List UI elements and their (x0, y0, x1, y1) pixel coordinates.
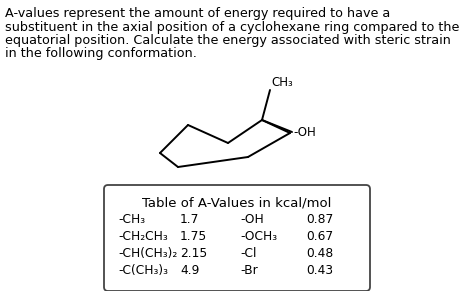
Text: 0.67: 0.67 (306, 230, 333, 243)
Text: A-values represent the amount of energy required to have a: A-values represent the amount of energy … (5, 7, 390, 20)
Text: -OH: -OH (293, 125, 316, 139)
Text: -CH₃: -CH₃ (118, 213, 145, 226)
Text: substituent in the axial position of a cyclohexane ring compared to the: substituent in the axial position of a c… (5, 20, 459, 33)
Text: equatorial position. Calculate the energy associated with steric strain: equatorial position. Calculate the energ… (5, 34, 451, 47)
Text: 0.87: 0.87 (306, 213, 333, 226)
Text: -OH: -OH (240, 213, 264, 226)
Text: 1.75: 1.75 (180, 230, 207, 243)
Text: 0.48: 0.48 (306, 247, 333, 260)
FancyBboxPatch shape (104, 185, 370, 291)
Text: in the following conformation.: in the following conformation. (5, 47, 197, 61)
Text: -Br: -Br (240, 264, 258, 277)
Text: -C(CH₃)₃: -C(CH₃)₃ (118, 264, 168, 277)
Text: 4.9: 4.9 (180, 264, 200, 277)
Text: 0.43: 0.43 (306, 264, 333, 277)
Text: -CH₂CH₃: -CH₂CH₃ (118, 230, 168, 243)
Text: -CH(CH₃)₂: -CH(CH₃)₂ (118, 247, 177, 260)
Text: -OCH₃: -OCH₃ (240, 230, 277, 243)
Text: CH₃: CH₃ (271, 76, 293, 89)
Text: 2.15: 2.15 (180, 247, 207, 260)
Text: 1.7: 1.7 (180, 213, 200, 226)
Text: -Cl: -Cl (240, 247, 256, 260)
Text: Table of A-Values in kcal/mol: Table of A-Values in kcal/mol (142, 197, 332, 210)
